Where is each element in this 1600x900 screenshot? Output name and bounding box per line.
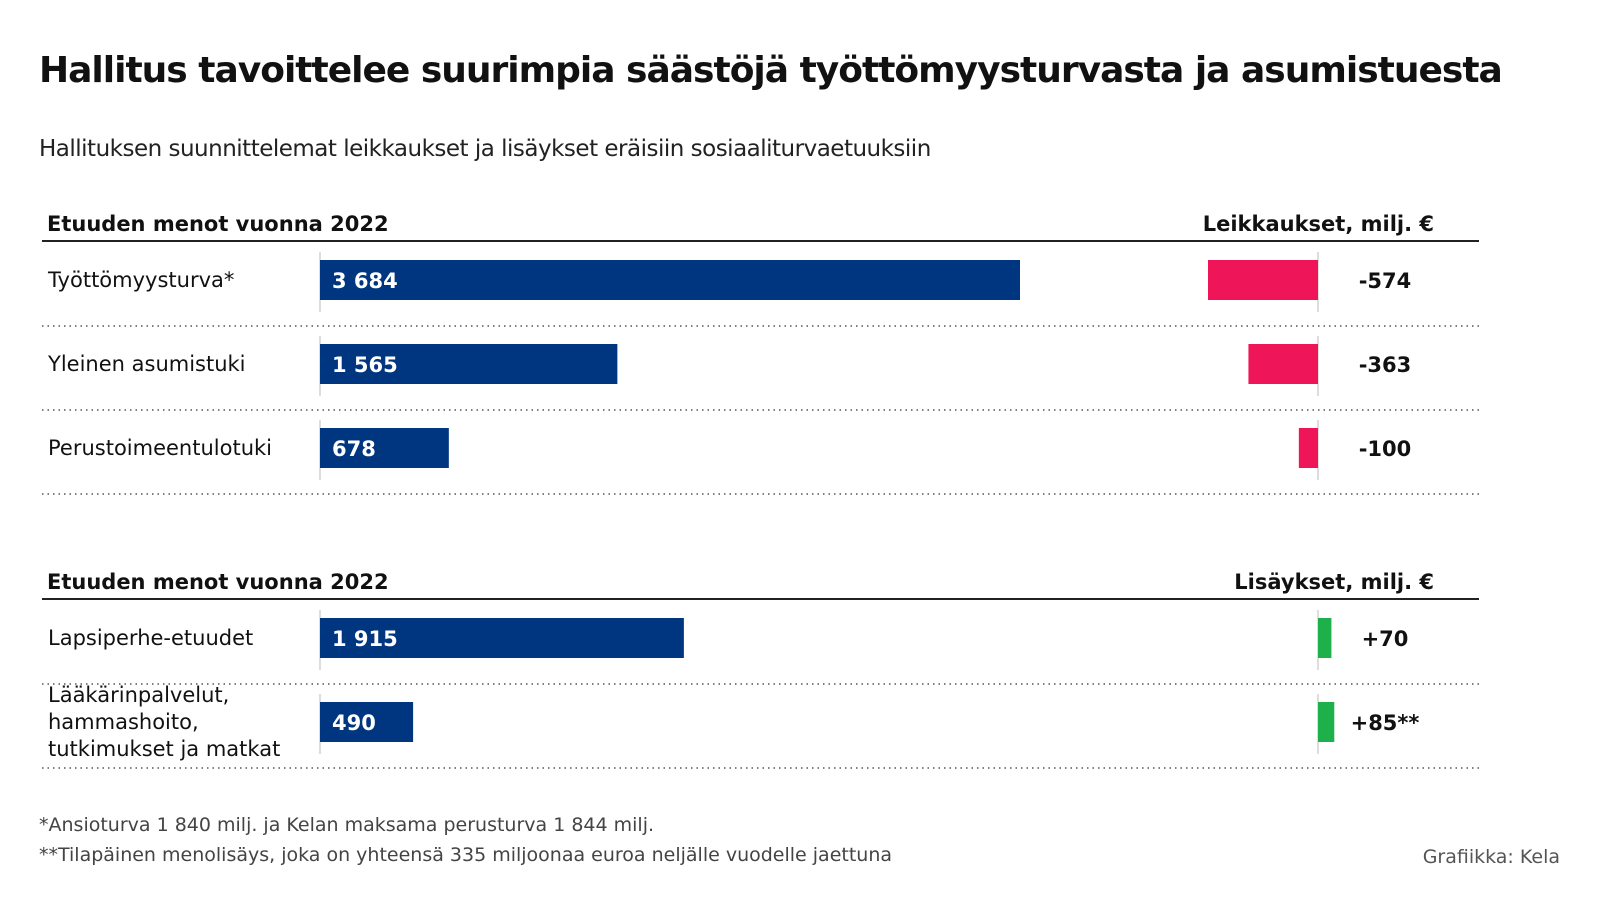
panel-1-row-2-bar: [320, 344, 618, 384]
panel-2-left-header: Etuuden menot vuonna 2022: [47, 570, 389, 594]
panel-2-row-2-label-line-2: hammashoito,: [48, 710, 199, 734]
panel-1-left-header: Etuuden menot vuonna 2022: [47, 212, 389, 236]
panel-2-row-1-change-bar: [1318, 618, 1332, 658]
panel-1-row-3-change-bar: [1298, 428, 1318, 468]
panel-1-row-3-value-label: 678: [332, 437, 376, 461]
panel-1-row-3-label: Perustoimeentulotuki: [48, 436, 272, 460]
panel-1-row-2-change-bar: [1248, 344, 1318, 384]
panel-2-row-2-change-label: +85**: [1351, 711, 1420, 735]
source-credit: Grafiikka: Kela: [1422, 846, 1560, 868]
panel-1-row-1-value-label: 3 684: [332, 269, 398, 293]
panel-2-row-2-label-line-1: Lääkärinpalvelut,: [48, 683, 229, 707]
footnote-2: **Tilapäinen menolisäys, joka on yhteens…: [39, 844, 893, 866]
panel-2-row-2-bar: [320, 702, 414, 742]
chart-title: Hallitus tavoittelee suurimpia säästöjä …: [39, 50, 1503, 91]
panel-1-row-2-change-label: -363: [1359, 353, 1412, 377]
panel-1-row-1-change-label: -574: [1359, 269, 1412, 293]
panel-2-row-2-change-bar: [1318, 702, 1335, 742]
panel-2-right-header: Lisäykset, milj. €: [1234, 570, 1434, 594]
panel-2-row-1-change-label: +70: [1362, 627, 1409, 651]
panel-1-row-2-value-label: 1 565: [332, 353, 398, 377]
panel-2-row-2-label-line-3: tutkimukset ja matkat: [48, 737, 280, 761]
panel-1-row-2-label: Yleinen asumistuki: [47, 352, 246, 376]
chart-subtitle: Hallituksen suunnittelemat leikkaukset j…: [39, 136, 931, 162]
panel-1-row-1-bar: [320, 260, 1020, 300]
panel-2-row-2-value-label: 490: [332, 711, 376, 735]
panel-2-row-1-label: Lapsiperhe-etuudet: [48, 626, 253, 650]
panel-1-row-1-label: Työttömyysturva*: [47, 268, 234, 292]
footnote-1: *Ansioturva 1 840 milj. ja Kelan maksama…: [39, 814, 655, 836]
panel-1-right-header: Leikkaukset, milj. €: [1203, 212, 1434, 236]
panel-1-row-3-bar: [320, 428, 449, 468]
panel-2-row-1-value-label: 1 915: [332, 627, 398, 651]
panel-1-row-3-change-label: -100: [1359, 437, 1412, 461]
panel-1-row-1-change-bar: [1208, 260, 1318, 300]
panel-2-row-1-bar: [320, 618, 684, 658]
